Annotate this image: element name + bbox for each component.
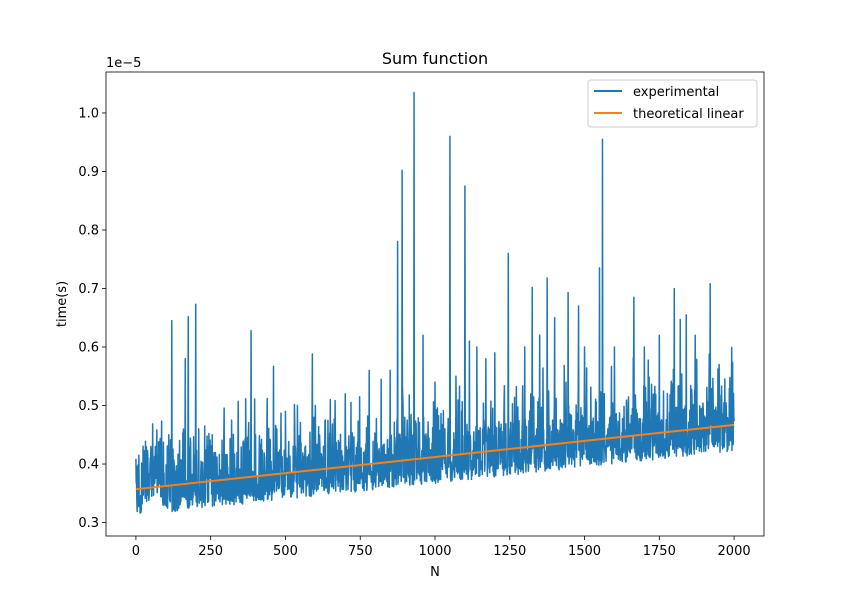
y-tick-label: 1.0 (78, 106, 99, 121)
x-tick-label: 1250 (493, 544, 526, 559)
y-tick-label: 0.4 (78, 458, 99, 473)
y-tick-label: 0.9 (78, 165, 99, 180)
x-tick-label: 1000 (418, 544, 451, 559)
y-offset-text: 1e−5 (106, 56, 141, 71)
x-axis-label: N (430, 565, 440, 580)
y-tick-label: 0.6 (78, 341, 99, 356)
x-tick-label: 500 (273, 544, 298, 559)
series-theoretical-linear-line (135, 423, 735, 491)
legend-label-theoretical-linear: theoretical linear (633, 107, 744, 122)
series-layer (135, 91, 735, 514)
x-tick-label: 750 (348, 544, 373, 559)
legend-box (587, 79, 758, 128)
x-tick-label: 250 (198, 544, 223, 559)
x-tick-label: 2000 (718, 544, 751, 559)
y-axis-ticks: 0.3 0.4 0.5 0.6 0.7 0.8 0.9 1.0 (78, 106, 106, 531)
x-axis-ticks: 0 250 500 750 1000 1250 1500 1750 2000 (132, 536, 751, 559)
legend: experimental theoretical linear (587, 79, 758, 128)
series-experimental-line (135, 91, 735, 514)
y-tick-label: 0.7 (78, 282, 99, 297)
y-tick-label: 0.3 (78, 516, 99, 531)
x-tick-label: 1500 (568, 544, 601, 559)
y-axis-label: time(s) (55, 281, 70, 327)
y-tick-label: 0.5 (78, 399, 99, 414)
legend-label-experimental: experimental (633, 85, 719, 100)
x-tick-label: 1750 (643, 544, 676, 559)
chart-title: Sum function (382, 49, 488, 68)
x-tick-label: 0 (132, 544, 140, 559)
y-tick-label: 0.8 (78, 223, 99, 238)
